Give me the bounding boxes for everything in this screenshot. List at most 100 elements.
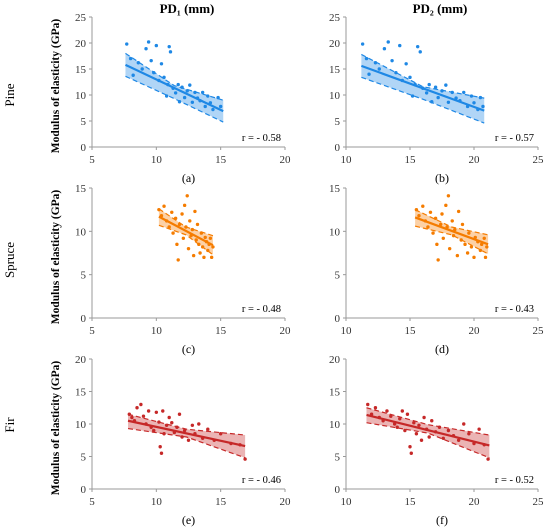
data-point <box>161 409 165 413</box>
data-point <box>167 44 171 49</box>
data-point <box>159 62 164 66</box>
y-tick-label: 10 <box>75 90 87 102</box>
x-tick-label: 10 <box>341 154 353 166</box>
data-point <box>373 61 378 65</box>
data-point <box>477 427 481 431</box>
data-point <box>421 204 425 208</box>
chart-panel-2: 0 5 10 15 20 25 10 15 20 25 r = - 0.57 (b) <box>329 12 544 185</box>
data-point <box>360 42 365 46</box>
data-point <box>184 225 188 229</box>
data-point <box>483 255 488 260</box>
data-point <box>377 67 381 71</box>
data-point <box>446 428 451 433</box>
correlation-annotation: r = - 0.43 <box>495 304 534 315</box>
data-point <box>177 100 182 104</box>
data-point <box>446 194 451 198</box>
data-point <box>146 40 151 44</box>
panel-label: (e) <box>182 513 195 527</box>
data-point <box>211 245 215 249</box>
data-point <box>478 248 483 253</box>
data-point <box>446 100 451 104</box>
confidence-upper-line <box>414 209 489 236</box>
data-point <box>444 203 448 208</box>
y-tick-label: 15 <box>329 183 341 195</box>
data-point <box>162 432 166 436</box>
data-point <box>203 235 207 240</box>
data-point <box>170 421 174 425</box>
x-tick-label: 5 <box>89 154 95 166</box>
y-tick-label: 0 <box>335 313 341 325</box>
y-tick-label: 20 <box>329 38 341 50</box>
data-point <box>206 248 210 253</box>
data-point <box>152 428 156 433</box>
data-point <box>167 415 171 420</box>
column-header-pd1: PD₁ (mm) <box>160 1 215 16</box>
data-point <box>436 95 440 100</box>
x-tick-label: 15 <box>405 496 417 508</box>
data-point <box>128 56 133 61</box>
data-point <box>171 231 175 235</box>
y-tick-label: 15 <box>75 387 87 399</box>
y-tick-label: 25 <box>329 12 341 24</box>
data-point <box>131 73 135 77</box>
x-tick-label: 20 <box>280 496 292 508</box>
x-tick-label: 10 <box>151 154 163 166</box>
y-tick-label: 10 <box>329 90 341 102</box>
y-tick-label: 5 <box>81 116 87 128</box>
x-tick-label: 15 <box>215 325 227 337</box>
data-point <box>194 238 198 242</box>
data-point <box>467 432 471 436</box>
data-point <box>243 457 247 461</box>
data-point <box>460 222 465 227</box>
data-point <box>428 210 433 214</box>
x-tick-label: 20 <box>469 325 481 337</box>
y-tick-label: 15 <box>75 183 87 195</box>
data-point <box>431 231 435 235</box>
confidence-lower-line <box>366 422 490 459</box>
data-point <box>451 233 456 238</box>
data-point <box>135 406 139 410</box>
data-point <box>162 75 166 80</box>
data-point <box>433 216 438 221</box>
data-point <box>403 428 407 433</box>
regression-line <box>158 215 214 247</box>
data-point <box>208 236 213 240</box>
data-point <box>436 258 440 262</box>
y-tick-label: 10 <box>329 419 341 431</box>
data-point <box>159 451 164 455</box>
data-point <box>136 61 141 65</box>
data-point <box>367 72 371 76</box>
panel-label: (f) <box>436 513 448 527</box>
data-point <box>218 432 223 436</box>
data-point <box>465 251 470 255</box>
data-point <box>462 422 466 426</box>
data-point <box>180 435 184 439</box>
data-point <box>186 438 191 442</box>
data-point <box>455 253 460 258</box>
data-point <box>206 427 210 431</box>
data-point <box>459 238 463 242</box>
data-point <box>190 100 195 104</box>
data-point <box>417 423 421 427</box>
data-point <box>441 436 445 440</box>
data-point <box>180 212 184 216</box>
y-tick-label: 15 <box>329 387 341 399</box>
confidence-lower-line <box>158 224 214 256</box>
data-point <box>440 89 444 93</box>
data-point <box>188 83 192 87</box>
data-point <box>462 90 466 95</box>
data-point <box>386 40 390 44</box>
data-point <box>218 104 223 109</box>
x-tick-label: 15 <box>405 325 417 337</box>
data-point <box>180 85 184 89</box>
data-point <box>364 56 369 61</box>
correlation-annotation: r = - 0.57 <box>495 133 534 144</box>
data-point <box>472 255 476 260</box>
data-point <box>427 82 431 87</box>
y-tick-label: 0 <box>81 484 87 496</box>
data-point <box>486 457 490 461</box>
x-tick-label: 15 <box>215 154 227 166</box>
data-point <box>195 222 200 227</box>
